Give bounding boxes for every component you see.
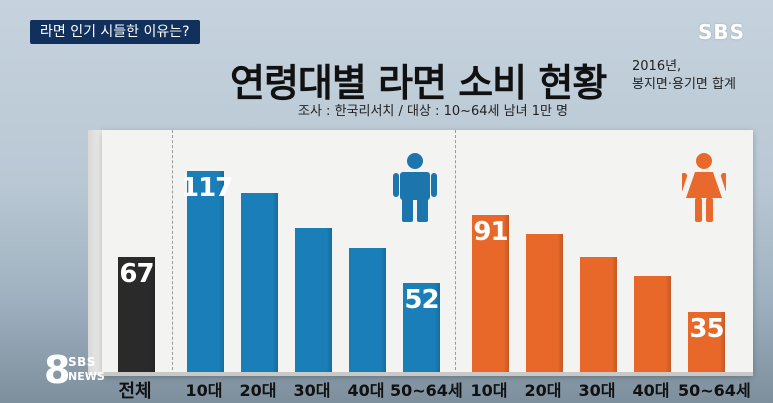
divider-total (172, 130, 173, 375)
xlabel-male-40s: 40대 (347, 381, 385, 400)
divider-gender (455, 130, 456, 375)
channel-news: NEWS (68, 370, 105, 383)
value-label-total: 67 (119, 259, 154, 289)
xlabel-female-40s: 40대 (632, 381, 670, 400)
bar-female-50s (688, 312, 725, 372)
sbs-news-logo: 8 SBS NEWS (44, 348, 106, 392)
channel-sbs: SBS (68, 355, 96, 369)
value-label-male-10s: 117 (181, 173, 233, 203)
bar-female-10s (472, 215, 509, 372)
year-note-scope: 봉지면·용기면 합계 (632, 77, 736, 92)
xlabel-female-30s: 30대 (578, 381, 616, 400)
chart-title: 연령대별 라면 소비 현황 (230, 61, 607, 105)
xlabel-male-20s: 20대 (239, 381, 277, 400)
xlabel-total: 전체 (118, 381, 152, 402)
bar-male-20s (241, 193, 278, 372)
xlabel-male-30s: 30대 (293, 381, 331, 400)
year-note-year: 2016년, (632, 59, 682, 74)
bar-total (118, 257, 155, 372)
value-label-female-50s: 35 (689, 314, 724, 344)
bar-male-10s (187, 171, 224, 372)
broadcaster-logo: SBS (697, 20, 745, 44)
value-label-female-10s: 91 (473, 217, 508, 247)
bar-male-40s (349, 248, 386, 372)
year-note: 2016년, 봉지면·용기면 합계 (632, 58, 736, 94)
xlabel-female-50s: 50~64세 (678, 381, 751, 400)
xlabel-male-50s: 50~64세 (390, 381, 463, 400)
bar-female-30s (580, 257, 617, 372)
bar-female-40s (634, 276, 671, 372)
panel-shade (88, 130, 102, 375)
survey-note: 조사 : 한국리서치 / 대상 : 10~64세 남녀 1만 명 (298, 104, 569, 119)
bar-male-50s (403, 283, 440, 372)
bar-male-30s (295, 228, 332, 372)
chart-baseline (102, 372, 753, 376)
female-person-icon (682, 153, 726, 222)
male-person-icon (393, 153, 437, 222)
headline-tag: 라면 인기 시들한 이유는? (30, 20, 200, 44)
xlabel-female-10s: 10대 (470, 381, 508, 400)
channel-number: 8 (44, 348, 71, 392)
xlabel-male-10s: 10대 (185, 381, 223, 400)
bar-female-20s (526, 234, 563, 372)
xlabel-female-20s: 20대 (524, 381, 562, 400)
value-label-male-50s: 52 (404, 285, 439, 315)
